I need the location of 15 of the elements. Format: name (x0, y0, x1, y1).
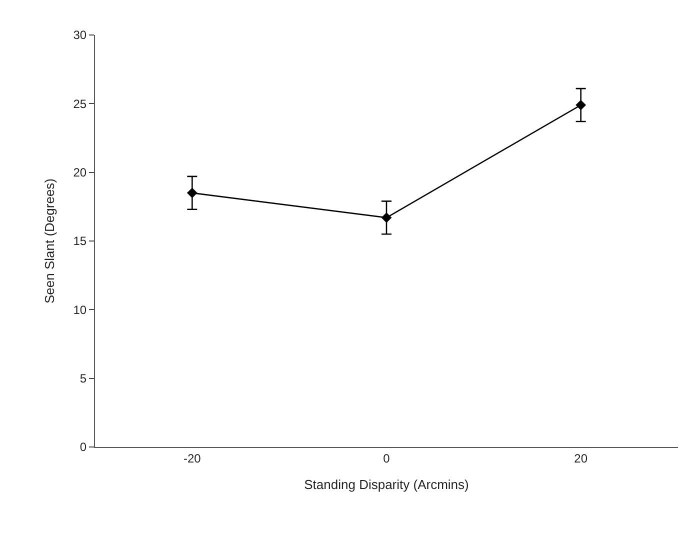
y-axis-title: Seen Slant (Degrees) (42, 178, 58, 304)
point (186, 188, 198, 198)
point (576, 100, 586, 110)
y-tick-label: 30 (73, 28, 87, 42)
x-tick-label: -20 (184, 451, 202, 466)
y-tick-label: 15 (73, 234, 87, 248)
y-tick-label: 5 (80, 372, 87, 386)
x-axis-title: Standing Disparity (Arcmins) (304, 477, 469, 492)
y-tick-label: 0 (80, 440, 87, 454)
x-tick-label: 0 (383, 451, 390, 466)
y-tick-label: 20 (73, 166, 87, 180)
point (381, 212, 392, 223)
y-tick-label: 25 (73, 96, 87, 111)
x-tick-label: 20 (574, 451, 588, 466)
y-tick-label: 10 (73, 302, 87, 317)
